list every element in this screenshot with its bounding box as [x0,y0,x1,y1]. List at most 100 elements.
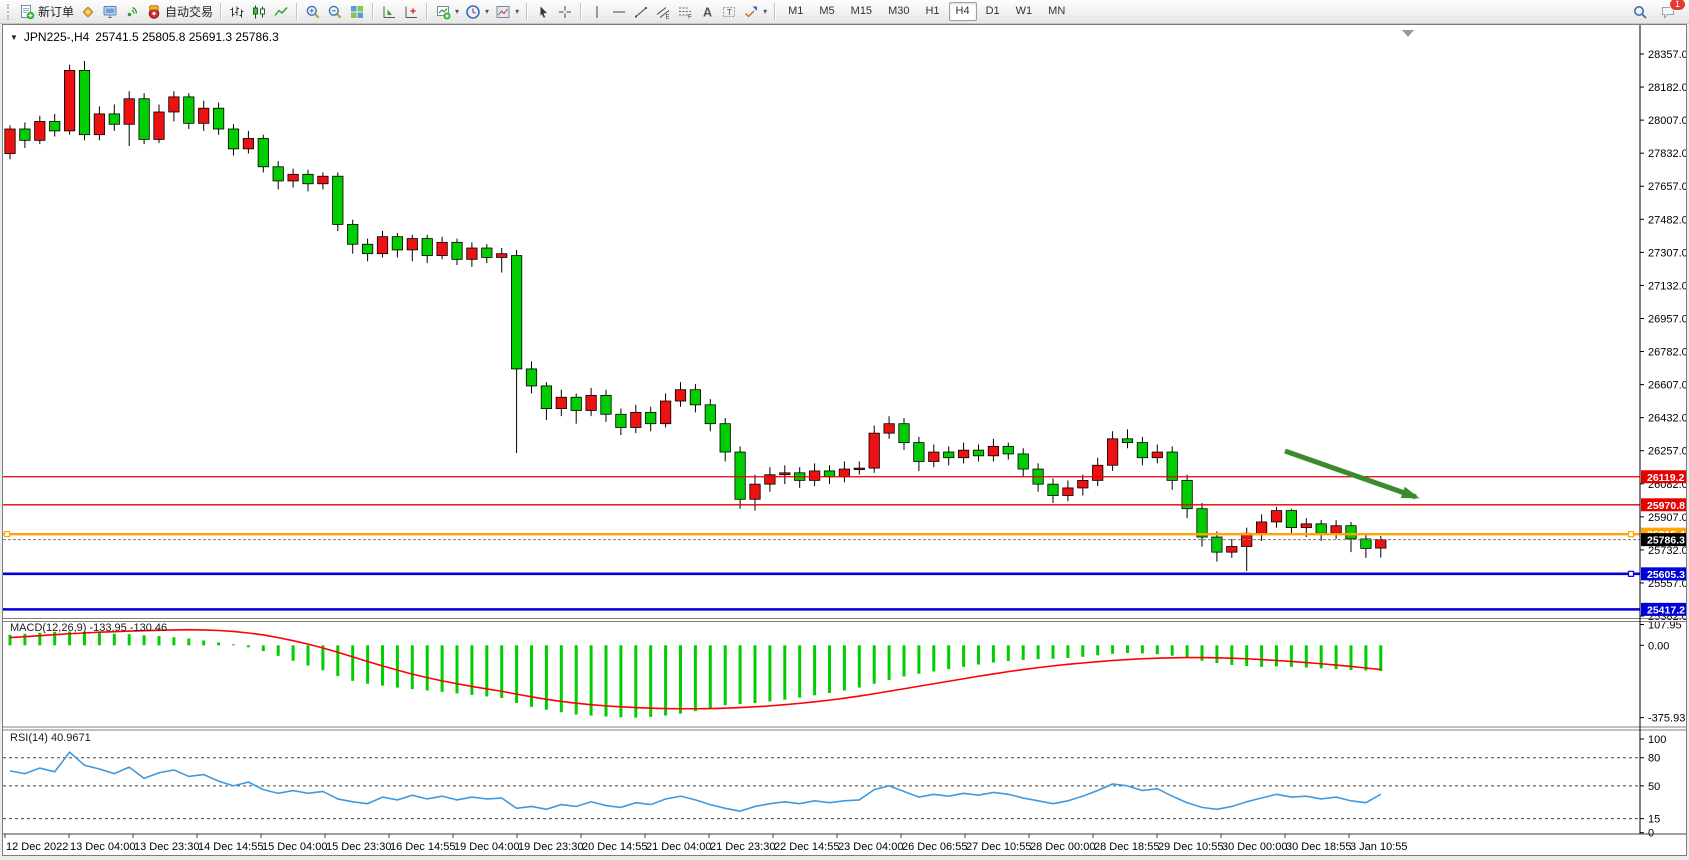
dropdown-arrow-icon[interactable]: ▾ [763,7,768,16]
timeframe-W1-button[interactable]: W1 [1015,5,1033,17]
channel-tool-button[interactable]: E [652,2,674,22]
hline-icon [613,11,626,12]
line-chart-mode-button[interactable] [270,2,292,22]
dropdown-arrow-icon[interactable]: ▾ [485,7,490,16]
price-chart-svg[interactable]: 28357.0 28182.0 28007.0 27832.0 27657.0 27482… [3,25,1686,855]
signals-button[interactable] [121,2,143,22]
svg-text:26957.0: 26957.0 [1648,313,1686,325]
profiles-button[interactable]: ▾ [462,2,492,22]
svg-text:25417.2: 25417.2 [1647,604,1685,616]
clock-icon [466,4,480,19]
svg-text:26 Dec 06:55: 26 Dec 06:55 [902,841,967,853]
chart-dropdown-icon[interactable]: ▼ [10,32,18,42]
chart-ohlc-values: 25741.5 25805.8 25691.3 25786.3 [95,30,279,44]
svg-text:25907.0: 25907.0 [1648,512,1686,524]
tile-windows-button[interactable] [346,2,368,22]
timeframe-MN-button[interactable]: MN [1048,5,1066,17]
level-line-25417.2[interactable]: 25417.2 [3,602,1686,617]
templates-button[interactable]: ▾ [492,2,522,22]
price-axis[interactable]: 28357.0 28182.0 28007.0 27832.0 27657.0 27482… [1640,49,1686,623]
chart-shift-marker[interactable] [1402,30,1414,37]
svg-text:29 Dec 10:55: 29 Dec 10:55 [1158,841,1223,853]
toolbar-separator [774,3,777,20]
level-line-25970.8[interactable]: 25970.8 [3,498,1686,512]
fibonacci-tool-button[interactable]: F [674,2,696,22]
svg-text:26119.2: 26119.2 [1647,472,1685,484]
timeframe-D1-button[interactable]: D1 [985,5,1000,17]
new-order-button[interactable]: 新订单 [16,2,77,22]
svg-text:50: 50 [1648,781,1660,793]
level-line-26119.2[interactable]: 26119.2 [3,470,1686,484]
deposit-button[interactable] [77,2,99,22]
zoom-out-button[interactable] [324,2,346,22]
arrange-icon [383,6,396,18]
svg-text:28 Dec 18:55: 28 Dec 18:55 [1094,841,1159,853]
macd-signal-line [9,628,1381,710]
rsi-pane[interactable]: 1008050150 [3,734,1666,840]
dropdown-arrow-icon[interactable]: ▾ [455,7,460,16]
auto-scroll-button[interactable] [378,2,400,22]
fibo-icon: F [679,7,692,20]
bar-chart-mode-button[interactable] [226,2,248,22]
search-button[interactable] [1629,2,1651,22]
toolbar-separator [426,3,429,20]
trendline-tool-button[interactable] [630,2,652,22]
candlesticks [4,60,1387,572]
horizontal-line-tool-button[interactable] [608,2,630,22]
svg-text:22 Dec 14:55: 22 Dec 14:55 [774,841,839,853]
notification-badge: 1 [1669,0,1686,11]
seal-icon [82,6,94,17]
svg-text:107.95: 107.95 [1648,620,1682,632]
vline-icon [596,5,598,18]
new-order-icon [21,4,35,19]
new-chart-button[interactable]: ▾ [432,2,462,22]
pane-splitters[interactable] [3,25,1686,835]
svg-text:23 Dec 04:00: 23 Dec 04:00 [838,841,903,853]
timeframe-M30-button[interactable]: M30 [888,5,910,17]
timeframe-H1-button[interactable]: H1 [925,5,940,17]
signal-icon [127,6,138,16]
terminal-button[interactable] [99,2,121,22]
toolbar: 新订单 自动交易 ▾ ▾ ▾ E F A T ▾ M1 M5 M15 M30 H1 H4 D1 W1 MN 1 [0,0,1689,24]
trend-arrow-annotation[interactable] [1284,448,1420,500]
svg-text:13 Dec 23:30: 13 Dec 23:30 [134,841,199,853]
chart-title: ▼ JPN225-,H4 25741.5 25805.8 25691.3 257… [10,30,279,44]
autotrade-icon [148,4,160,19]
candlestick-mode-button[interactable] [248,2,270,22]
toolbar-grip[interactable] [7,3,13,20]
chart-window[interactable]: 28357.0 28182.0 28007.0 27832.0 27657.0 27482… [2,24,1687,856]
svg-text:15 Dec 23:30: 15 Dec 23:30 [326,841,391,853]
level-line-25815.4[interactable]: 25815.4 [3,527,1686,542]
channel-icon: E [656,6,670,20]
notifications-button[interactable]: 1 [1657,0,1686,22]
shapes-icon [745,6,758,17]
toolbar-separator [580,3,583,20]
timeframe-M1-button[interactable]: M1 [788,5,804,17]
svg-text:80: 80 [1648,753,1660,765]
dropdown-arrow-icon[interactable]: ▾ [515,7,520,16]
svg-text:15 Dec 04:00: 15 Dec 04:00 [262,841,327,853]
svg-text:0.00: 0.00 [1648,640,1669,652]
svg-text:26782.0: 26782.0 [1648,347,1686,359]
shapes-tool-button[interactable]: ▾ [740,2,770,22]
svg-text:25732.0: 25732.0 [1648,545,1686,557]
level-line-25786.3[interactable]: 25786.3 [3,533,1686,547]
level-line-25605.3[interactable]: 25605.3 [3,567,1686,581]
crosshair-icon [559,5,572,18]
svg-text:27132.0: 27132.0 [1648,280,1686,292]
macd-pane[interactable]: 107.95 0.00 -375.93 [8,620,1685,725]
timeframe-H4-button[interactable]: H4 [948,2,977,21]
svg-text:26257.0: 26257.0 [1648,446,1686,458]
toolbar-separator [296,3,299,20]
text-tool-button[interactable]: A [696,2,718,22]
label-tool-button[interactable]: T [718,2,740,22]
timeframe-M15-button[interactable]: M15 [850,5,873,17]
vertical-line-tool-button[interactable] [586,2,608,22]
cursor-tool-button[interactable] [532,2,554,22]
timeframe-M5-button[interactable]: M5 [819,5,835,17]
chart-shift-button[interactable] [400,2,422,22]
crosshair-tool-button[interactable] [554,2,576,22]
autotrading-button[interactable]: 自动交易 [143,2,216,22]
zoom-in-button[interactable] [302,2,324,22]
